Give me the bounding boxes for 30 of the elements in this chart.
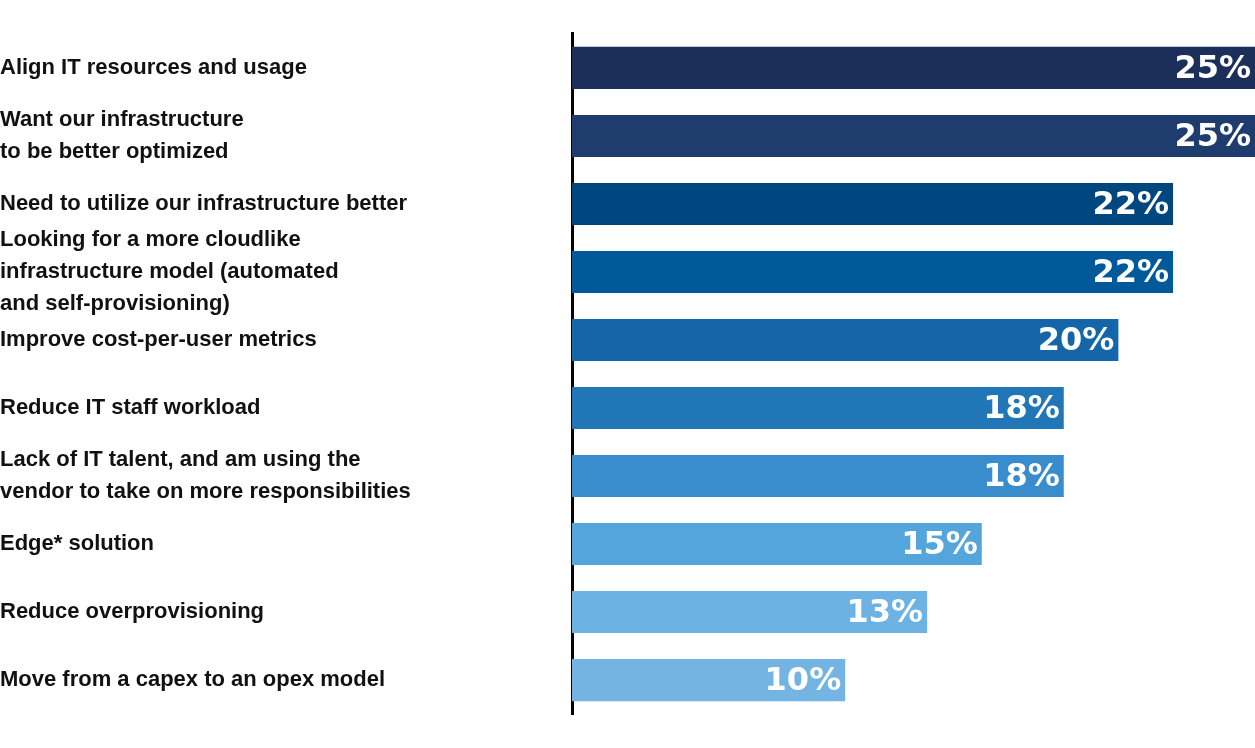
bar	[572, 590, 928, 634]
bar	[572, 318, 1119, 362]
data-label: 22%	[1092, 252, 1170, 291]
y-tick-label: Align IT resources and usage	[0, 54, 307, 80]
data-label: 18%	[983, 456, 1060, 495]
y-tick-label: Reduce overprovisioning	[0, 598, 265, 624]
y-tick-label: Edge* solution	[0, 530, 154, 556]
data-label: 15%	[901, 524, 978, 563]
bar	[572, 522, 982, 566]
bar	[572, 658, 846, 702]
y-tick-label: Move from a capex to an opex model	[0, 666, 386, 692]
data-label: 25%	[1174, 116, 1251, 155]
data-label: 22%	[1092, 184, 1170, 223]
bar	[572, 250, 1174, 294]
bar	[572, 454, 1064, 498]
y-tick-label: Need to utilize our infrastructure better	[0, 190, 408, 216]
data-label: 13%	[846, 592, 924, 631]
bar	[572, 114, 1255, 158]
y-tick-label: Lack of IT talent, and am using the vendor to take on more responsibilities	[0, 446, 411, 504]
y-tick-label: Looking for a more cloudlike infrastructure model (automated and self-provisioning)	[0, 226, 339, 315]
data-label: 18%	[983, 388, 1060, 427]
y-tick-label: Want our infrastructure to be better optimized	[0, 106, 244, 163]
y-tick-label: Improve cost-per-user metrics	[0, 326, 317, 352]
y-tick-label: Reduce IT staff workload	[0, 394, 261, 420]
bar	[572, 386, 1064, 430]
data-label: 10%	[764, 660, 842, 699]
bar	[572, 46, 1255, 90]
bar	[572, 182, 1174, 226]
data-label: 20%	[1037, 320, 1115, 359]
data-label: 25%	[1174, 48, 1251, 87]
